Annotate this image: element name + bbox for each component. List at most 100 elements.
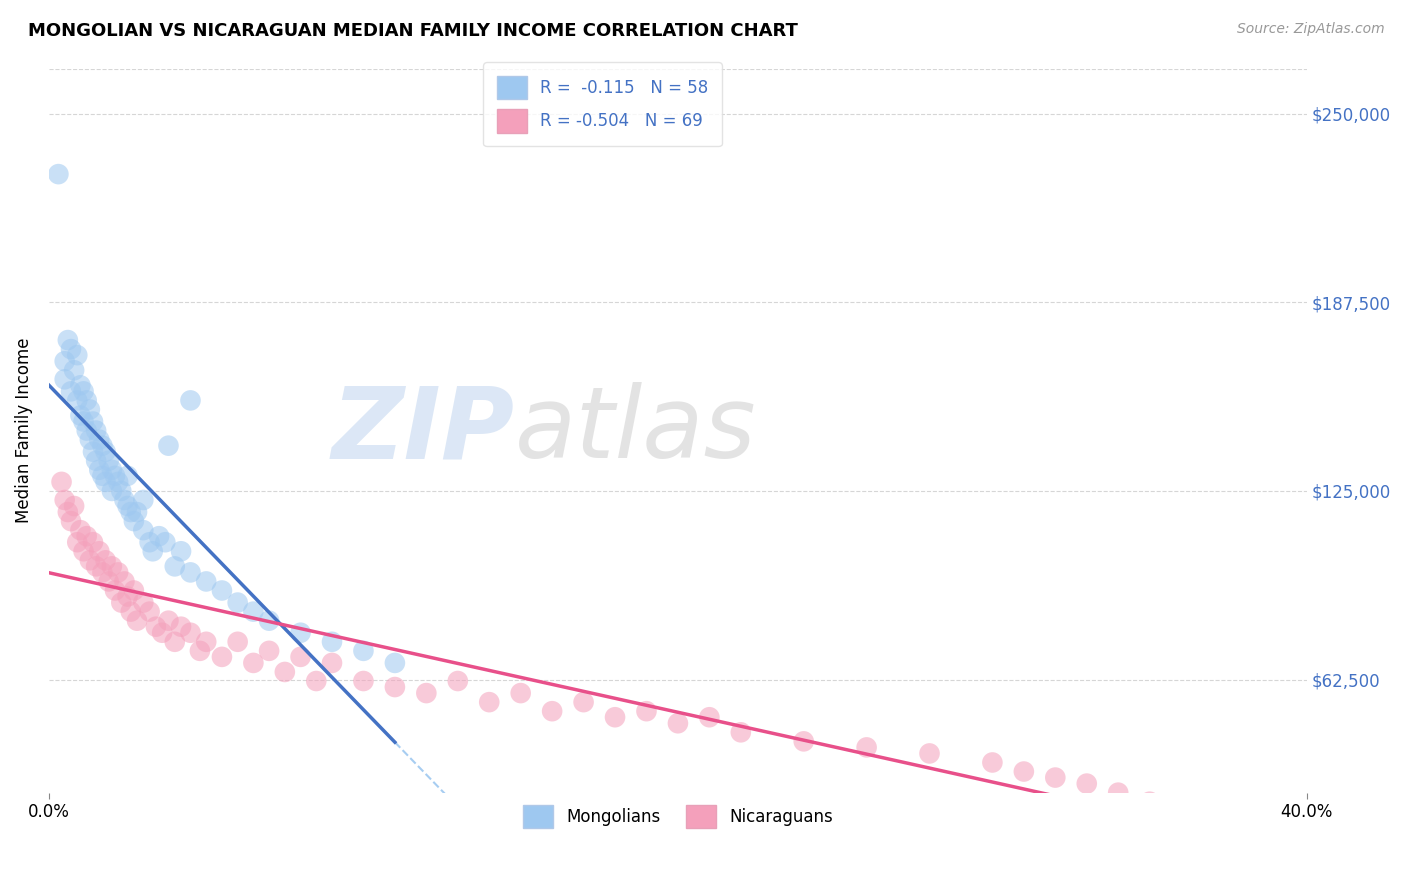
Point — [122, 514, 145, 528]
Point — [117, 468, 139, 483]
Point — [1076, 776, 1098, 790]
Point — [730, 725, 752, 739]
Point — [188, 644, 211, 658]
Point — [257, 644, 280, 658]
Text: Source: ZipAtlas.com: Source: ZipAtlas.com — [1237, 22, 1385, 37]
Point — [226, 634, 249, 648]
Point — [226, 596, 249, 610]
Legend: Mongolians, Nicaraguans: Mongolians, Nicaraguans — [516, 798, 839, 835]
Point — [59, 342, 82, 356]
Point — [120, 605, 142, 619]
Point — [509, 686, 531, 700]
Point — [53, 354, 76, 368]
Point — [157, 614, 180, 628]
Point — [132, 523, 155, 537]
Point — [53, 372, 76, 386]
Point — [104, 583, 127, 598]
Point — [1170, 801, 1192, 815]
Point — [179, 393, 201, 408]
Point — [91, 439, 114, 453]
Point — [274, 665, 297, 679]
Point — [114, 574, 136, 589]
Point — [163, 559, 186, 574]
Point — [59, 514, 82, 528]
Point — [447, 673, 470, 688]
Point — [981, 756, 1004, 770]
Point — [211, 583, 233, 598]
Point — [142, 544, 165, 558]
Point — [66, 393, 89, 408]
Point — [79, 433, 101, 447]
Point — [56, 333, 79, 347]
Point — [63, 363, 86, 377]
Point — [155, 535, 177, 549]
Point — [195, 574, 218, 589]
Point — [101, 483, 124, 498]
Point — [1107, 786, 1129, 800]
Point — [72, 415, 94, 429]
Point — [353, 644, 375, 658]
Point — [66, 535, 89, 549]
Point — [305, 673, 328, 688]
Point — [415, 686, 437, 700]
Point — [79, 402, 101, 417]
Point — [170, 620, 193, 634]
Point — [94, 444, 117, 458]
Point — [666, 716, 689, 731]
Point — [384, 680, 406, 694]
Point — [384, 656, 406, 670]
Point — [84, 424, 107, 438]
Point — [51, 475, 73, 489]
Point — [572, 695, 595, 709]
Point — [793, 734, 815, 748]
Point — [290, 649, 312, 664]
Point — [120, 505, 142, 519]
Point — [478, 695, 501, 709]
Point — [541, 704, 564, 718]
Point — [125, 614, 148, 628]
Point — [97, 574, 120, 589]
Point — [122, 583, 145, 598]
Point — [855, 740, 877, 755]
Point — [211, 649, 233, 664]
Text: atlas: atlas — [515, 382, 756, 479]
Point — [72, 384, 94, 399]
Point — [157, 439, 180, 453]
Point — [242, 656, 264, 670]
Point — [56, 505, 79, 519]
Point — [89, 463, 111, 477]
Point — [97, 454, 120, 468]
Point — [63, 499, 86, 513]
Point — [321, 656, 343, 670]
Point — [1233, 815, 1256, 830]
Point — [163, 634, 186, 648]
Point — [117, 590, 139, 604]
Point — [918, 747, 941, 761]
Point — [179, 566, 201, 580]
Point — [148, 529, 170, 543]
Point — [104, 468, 127, 483]
Text: ZIP: ZIP — [332, 382, 515, 479]
Point — [91, 468, 114, 483]
Point — [138, 605, 160, 619]
Point — [170, 544, 193, 558]
Point — [48, 167, 70, 181]
Point — [290, 625, 312, 640]
Point — [89, 544, 111, 558]
Point — [603, 710, 626, 724]
Point — [150, 625, 173, 640]
Point — [79, 553, 101, 567]
Point — [53, 493, 76, 508]
Point — [138, 535, 160, 549]
Point — [132, 493, 155, 508]
Point — [179, 625, 201, 640]
Point — [242, 605, 264, 619]
Point — [94, 553, 117, 567]
Point — [145, 620, 167, 634]
Point — [82, 415, 104, 429]
Point — [110, 483, 132, 498]
Point — [69, 378, 91, 392]
Point — [321, 634, 343, 648]
Point — [69, 523, 91, 537]
Point — [125, 505, 148, 519]
